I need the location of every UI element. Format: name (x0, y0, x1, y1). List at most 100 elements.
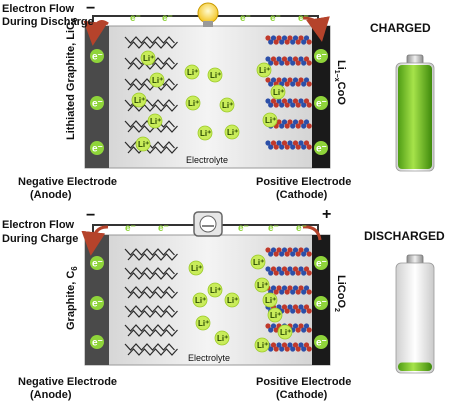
cathode-atom (292, 323, 299, 329)
cathode-atom (284, 270, 290, 276)
cathode-atom (276, 119, 282, 125)
bottom-graphite-layers (124, 248, 178, 356)
graphite-layer (127, 146, 178, 154)
cathode-atom (292, 77, 299, 83)
lithium-ion-label: Li⁺ (188, 99, 199, 108)
cathode-atom (287, 342, 293, 348)
cathode-atom (265, 77, 271, 83)
electron-label: e⁻ (158, 223, 169, 234)
cathode-atom (298, 98, 304, 104)
lithium-ion-label: Li⁺ (270, 311, 281, 320)
discharged-battery-icon (395, 254, 435, 374)
lithium-ion-label: Li⁺ (191, 264, 202, 273)
electron-bubble (314, 49, 328, 63)
graphite-layer (127, 348, 178, 356)
cathode-atom (284, 144, 290, 150)
cathode-atom (268, 270, 274, 276)
cathode-atom (265, 35, 271, 41)
cathode-atom (268, 346, 274, 352)
cathode-atom (270, 285, 277, 291)
cathode-atom (298, 35, 304, 41)
electron-label: e⁻ (316, 144, 327, 155)
cathode-atom (273, 102, 279, 108)
cathode-atom (303, 247, 310, 253)
cathode-atom (303, 98, 310, 104)
lithium-ion-label: Li⁺ (273, 88, 284, 97)
cathode-atom (306, 102, 312, 108)
cathode-atom (265, 56, 271, 62)
cathode-atom (306, 270, 312, 276)
electron-label: e⁻ (316, 299, 327, 310)
top-left-arrow (83, 20, 109, 46)
cathode-atom (290, 123, 296, 129)
cathode-atom (265, 247, 271, 253)
top-cathode-layers (265, 35, 312, 150)
cathode-atom (292, 98, 299, 104)
graphite-layer (127, 41, 178, 49)
lithium-ion-label: Li⁺ (152, 76, 163, 85)
lithium-ion-label: Li⁺ (217, 334, 228, 343)
lithium-ion-bubble (140, 50, 156, 66)
cathode-atom (303, 140, 310, 146)
cathode-atom (287, 247, 293, 253)
lithium-ion-label: Li⁺ (134, 96, 145, 105)
cathode-atom (265, 323, 271, 329)
cathode-atom (298, 323, 304, 329)
lithium-ion-label: Li⁺ (280, 328, 291, 337)
cathode-atom (303, 35, 310, 41)
bottom-cathode-label: (Cathode) (276, 389, 328, 401)
cathode-atom (295, 102, 301, 108)
cathode-atom (301, 81, 307, 87)
cathode-atom (306, 39, 312, 45)
electron-bubble (314, 256, 328, 270)
lithium-ion-bubble (219, 97, 235, 113)
cathode-atom (273, 289, 279, 295)
cathode-atom (281, 304, 288, 310)
lithium-ion-bubble (188, 260, 204, 276)
electron-label: e⁻ (316, 99, 327, 110)
cathode-atom (292, 342, 299, 348)
bottom-positive-electrode-label: Positive Electrode (256, 376, 351, 388)
cathode-atom (306, 81, 312, 87)
cathode-atom (292, 119, 299, 125)
cathode-atom (270, 266, 277, 272)
discharged-battery-fill (398, 362, 432, 371)
cathode-atom (265, 266, 271, 272)
cathode-atom (295, 39, 301, 45)
cathode-atom (279, 346, 285, 352)
cathode-atom (268, 81, 274, 87)
cathode-atom (281, 247, 288, 253)
cathode-atom (281, 266, 288, 272)
cathode-atom (295, 144, 301, 150)
charge-flow-label-1: Electron Flow (2, 219, 75, 231)
electron-label: e⁻ (298, 13, 309, 24)
cathode-atom (279, 251, 285, 257)
lithium-ion-bubble (262, 112, 278, 128)
electron-label: e⁻ (240, 13, 251, 24)
cathode-atom (298, 304, 304, 310)
cathode-atom (290, 289, 296, 295)
cathode-atom (306, 144, 312, 150)
cathode-atom (301, 251, 307, 257)
charge-flow-label-2: During Charge (2, 233, 78, 245)
cathode-atom (292, 35, 299, 41)
cathode-atom (290, 39, 296, 45)
cathode-atom (268, 39, 274, 45)
cathode-atom (270, 77, 277, 83)
bottom-electrons: e⁻ e⁻ e⁻ e⁻ e⁻ e⁻ e⁻ e⁻ e⁻ e⁻ e⁻ (90, 223, 328, 349)
cathode-atom (301, 60, 307, 66)
cathode-atom (303, 323, 310, 329)
lithium-ion-label: Li⁺ (187, 68, 198, 77)
charged-status-label: CHARGED (370, 21, 431, 35)
cathode-atom (295, 81, 301, 87)
graphite-layer (124, 267, 175, 275)
graphite-layer (127, 291, 178, 299)
cathode-atom (306, 123, 312, 129)
graphite-layer (124, 305, 175, 313)
bottom-anode-side-label: Graphite, C6 (65, 266, 79, 330)
cathode-atom (284, 81, 290, 87)
cathode-atom (298, 285, 304, 291)
cathode-atom (298, 342, 304, 348)
electron-label: e⁻ (316, 259, 327, 270)
cathode-atom (303, 119, 310, 125)
